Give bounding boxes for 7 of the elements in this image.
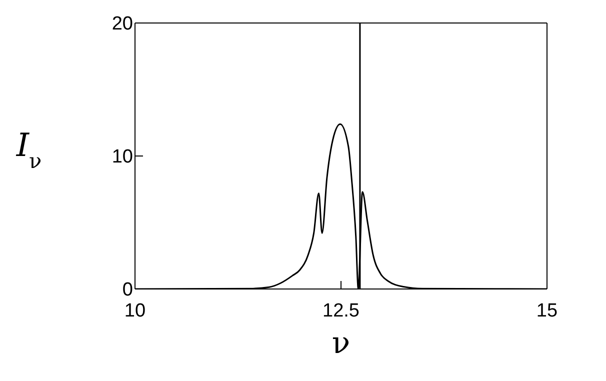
y-tick-label: 10 <box>112 146 133 168</box>
x-axis-title: ν <box>332 326 350 361</box>
y-tick-label: 20 <box>112 14 133 35</box>
y-axis-title: I$_{ν}$ <box>15 126 42 173</box>
x-tick-label: 15 <box>536 300 558 322</box>
y-tick-label: 0 <box>122 280 133 301</box>
x-tick-label: 12.5 <box>322 300 360 322</box>
